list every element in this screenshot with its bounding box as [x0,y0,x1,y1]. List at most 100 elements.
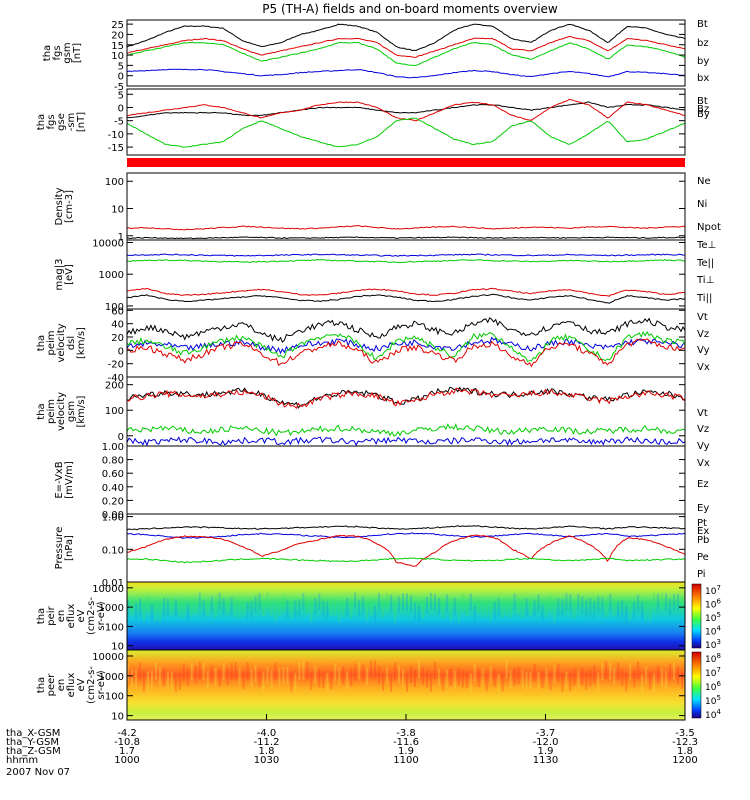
y-tick-label: 0.80 [102,456,124,467]
spectrogram-streak [465,670,468,688]
spectrogram-streak [605,600,608,618]
y-tick-label: 0 [118,346,124,357]
x-tick-value: 1.8 [677,746,693,757]
x-tick-value: 1100 [393,755,418,766]
spectrogram-streak [533,663,536,682]
spectrogram-streak [190,662,193,681]
y-axis-label: peim [46,399,57,424]
spectrogram-streak [497,598,500,616]
spectrogram-streak [589,597,592,615]
spectrogram-streak [358,599,361,617]
spectrogram-streak [390,674,393,692]
spectrogram-streak [374,660,377,679]
spectrogram-streak [346,598,349,616]
spectrogram-streak [362,664,365,682]
legend-pe-label: Pe [697,552,709,563]
y-tick-label: 10 [111,51,124,62]
series-vz-line [127,338,685,368]
spectrogram-streak [549,672,552,691]
spectrogram-streak [533,599,536,617]
spectrogram-streak [142,674,145,692]
spectrogram-streak [457,667,460,686]
y-tick-label: -5 [114,117,124,128]
series-vx-line [127,436,685,446]
spectrogram-streak [497,673,500,692]
panel-frame [126,308,686,378]
spectrogram-streak [565,671,568,689]
spectrogram-streak [202,600,205,618]
colorbar-strip [691,583,702,649]
spectrogram-streak [150,604,153,622]
y-tick-label: 0.01 [102,578,124,589]
x-tick-value: -12.3 [672,737,698,748]
x-tick-value: -3.7 [536,728,556,739]
spectrogram-streak [661,669,664,687]
spectrogram-streak [637,661,640,680]
y-tick-label: 1.00 [102,442,124,453]
y-axis-label: peir [46,605,57,625]
spectrogram-streak [278,668,281,686]
spectrogram-streak [194,665,197,684]
spectrogram-streak [573,602,576,620]
y-tick-label: 10000 [92,584,124,595]
y-tick-label: 0.20 [102,496,124,507]
spectrogram-streak [537,594,540,612]
spectrogram-streak [545,668,548,686]
spectrogram-streak [218,669,221,687]
series-by-line [127,41,685,67]
spectrogram-streak [621,600,624,618]
spectrogram-streak [669,598,672,616]
spectrogram-streak [617,662,620,681]
spectrogram-streak [597,595,600,613]
spectrogram-streak [326,672,329,691]
y-axis-label: tha [42,45,53,61]
spectrogram-streak [593,665,596,684]
legend-pt-label: Pt [697,518,707,529]
spectrogram-streak [541,670,544,689]
spectrogram-streak [425,596,428,614]
series-vz-line [127,387,685,410]
spectrogram-streak [525,598,528,616]
series-bt-line [127,101,685,119]
spectrogram-streak [162,598,165,616]
spectrogram-streak [437,597,440,615]
x-tick-value: 1200 [672,755,697,766]
spectrogram-streak [182,664,185,682]
spectrogram-streak [493,601,496,619]
spectrogram-streak [378,666,381,684]
spectrogram-streak [226,667,229,685]
spectrogram-streak [378,593,381,611]
spectrogram-streak [677,593,680,611]
spectrogram-streak [370,598,373,616]
spectrogram-streak [621,668,624,687]
y-axis-label: en [56,610,67,623]
spectrogram-streak [350,668,353,686]
spectrogram-streak [234,661,237,680]
spectrogram-streak [266,592,269,610]
spectrogram-streak [657,665,660,684]
spectrogram-streak [469,593,472,611]
y-axis-label: eV [76,678,87,691]
spectrogram-streak [246,662,249,680]
spectrogram-streak [374,605,377,623]
spectrogram-streak [501,673,504,692]
spectrogram-streak [298,599,301,617]
spectrogram-streak [222,597,225,615]
spectrogram-streak [390,594,393,612]
spectrogram-streak [569,673,572,692]
spectrogram-streak [170,671,173,689]
legend-pi-label: Pi [697,569,706,580]
spectrogram-streak [461,593,464,611]
spectrogram-streak [154,661,157,680]
spectrogram-streak [238,667,241,686]
spectrogram-streak [342,599,345,617]
spectrogram-streak [629,603,632,621]
spectrogram-streak [617,601,620,619]
spectrogram-streak [306,596,309,614]
series-pe-line [127,557,685,564]
spectrogram-streak [130,597,133,615]
spectrogram-streak [386,667,389,685]
